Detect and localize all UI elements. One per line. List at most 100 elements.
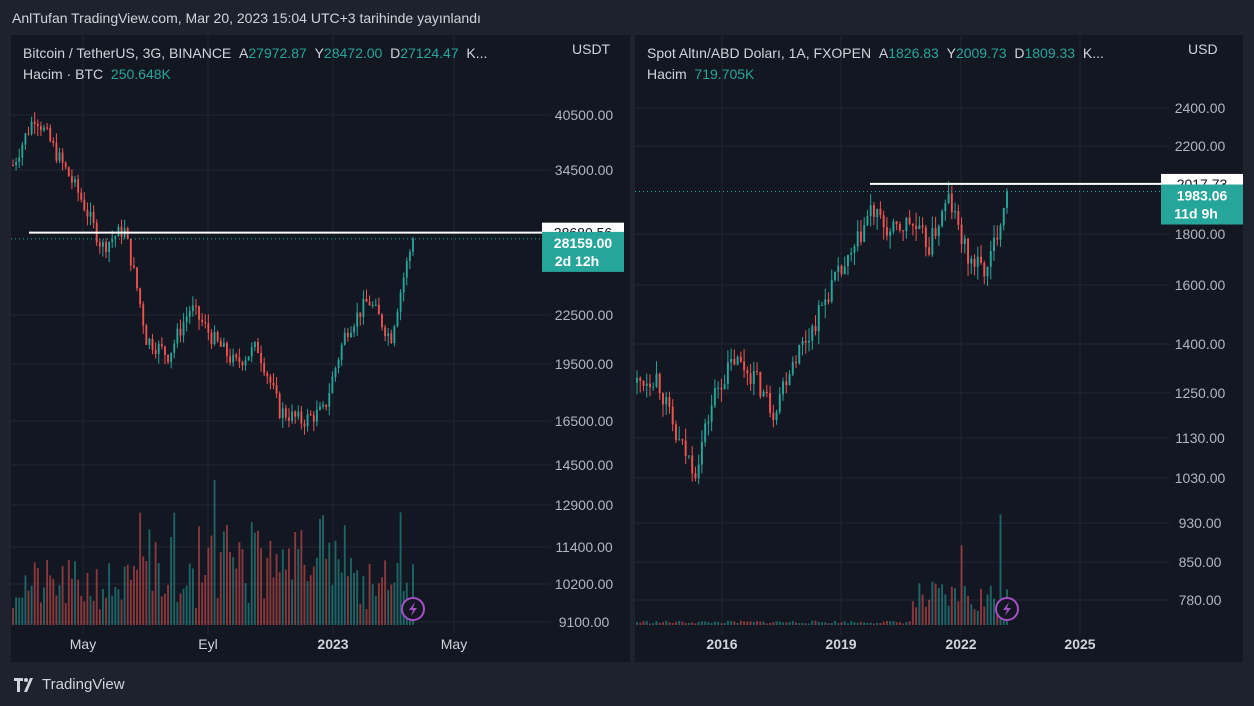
volume-bar (334, 540, 337, 625)
candle-body (717, 387, 720, 389)
volume-bar (300, 530, 303, 625)
volume-bar (195, 607, 197, 625)
y-tick-label: 850.00 (1179, 554, 1222, 570)
volume-bar (74, 561, 76, 625)
candle-body (393, 326, 396, 344)
y-tick-label: 1250.00 (1175, 385, 1226, 401)
candle-body (210, 332, 213, 345)
candle-body (843, 266, 846, 275)
footer-brand[interactable]: TradingView (14, 676, 125, 693)
volume-bar (250, 522, 253, 625)
candle-body (743, 361, 746, 371)
candle-body (759, 371, 762, 397)
gold-symbol[interactable]: Spot Altın/ABD Doları, 1A, FXOPEN (647, 45, 872, 61)
volume-bar (743, 621, 746, 625)
btc-symbol[interactable]: Bitcoin / TetherUS, 3G, BINANCE (23, 45, 232, 61)
volume-bar (315, 557, 318, 625)
volume-bar (412, 564, 414, 625)
volume-bar (973, 609, 976, 625)
candle-body (396, 311, 399, 327)
candle-body (924, 227, 927, 248)
y-tick-label: 22500.00 (555, 307, 614, 323)
volume-bar (61, 566, 64, 625)
candle-body (989, 251, 992, 267)
volume-bar (384, 560, 387, 625)
y-tick-label: 2200.00 (1175, 138, 1226, 154)
x-tick-label: 2016 (706, 636, 737, 652)
candle-body (931, 228, 934, 255)
volume-bar (762, 621, 765, 625)
volume-bar (15, 597, 18, 625)
candle-body (275, 385, 278, 394)
volume-bar (824, 622, 827, 625)
x-tick-label: 2023 (317, 636, 348, 652)
candle-body (157, 343, 160, 355)
volume-bar (960, 545, 963, 625)
candle-body (269, 376, 272, 383)
volume-bar (101, 588, 104, 625)
y-tick-label: 1800.00 (1175, 226, 1226, 242)
volume-bar (18, 597, 21, 625)
candle-body (117, 226, 120, 237)
volume-bar (808, 623, 810, 625)
candle-body (684, 440, 687, 457)
price-tag-green-label: 28159.00 (554, 235, 613, 251)
volume-bar (188, 563, 191, 625)
volume-bar (139, 512, 142, 625)
candle-body (232, 354, 235, 363)
volume-bar (655, 621, 658, 625)
candle-body (334, 368, 337, 377)
volume-bar (674, 621, 677, 625)
gold-chart-panel[interactable]: 2400.00 2200.00 1800.00 1600.00 1400.00 1250.… (635, 35, 1243, 662)
candle-body (918, 225, 921, 230)
candle-body (288, 417, 290, 421)
candle-body (353, 326, 356, 333)
volume-bar (636, 622, 638, 625)
candle-body (108, 241, 111, 252)
y-tick-label: 9100.00 (559, 614, 610, 630)
btc-chart-svg[interactable]: 40500.00 34500.00 22500.00 19500.00 16500.00… (11, 35, 630, 662)
volume-bar (931, 581, 934, 625)
candle-body (973, 258, 976, 267)
volume-bar (879, 623, 882, 625)
volume-bar (921, 594, 924, 625)
candle-body (947, 193, 950, 204)
candle-body (83, 199, 86, 211)
currency-label: USDT (572, 41, 611, 57)
candle-body (105, 242, 107, 252)
candle-body (15, 162, 18, 166)
candle-body (775, 411, 778, 421)
gold-h-value: 2009.73 (955, 45, 1007, 61)
candle-body (882, 215, 885, 228)
candle-body (996, 237, 999, 240)
candle-body (678, 439, 681, 441)
volume-bar (704, 621, 707, 625)
volume-bar (756, 621, 759, 625)
volume-bar (201, 582, 204, 625)
y-tick-label: 1600.00 (1175, 277, 1226, 293)
candle-body (266, 373, 269, 377)
candle-body (895, 221, 898, 224)
y-tick-label: 16500.00 (555, 413, 614, 429)
candle-body (830, 279, 833, 302)
candle-body (937, 226, 940, 237)
volume-bar (830, 623, 833, 625)
volume-bar (362, 575, 365, 625)
volume-bar (915, 607, 918, 625)
lightning-icon-glyph (1003, 602, 1011, 616)
candle-body (312, 415, 315, 422)
volume-bar (639, 622, 642, 625)
volume-bar (882, 621, 885, 625)
volume-bar (232, 557, 235, 625)
volume-bar (83, 601, 86, 625)
y-tick-label: 10200.00 (555, 576, 614, 592)
gold-volume-label: Hacim (647, 66, 687, 82)
candle-body (74, 179, 76, 183)
gold-chart-svg[interactable]: 2400.00 2200.00 1800.00 1600.00 1400.00 1250.… (635, 35, 1243, 662)
btc-chart-panel[interactable]: 40500.00 34500.00 22500.00 19500.00 16500.00… (11, 35, 630, 662)
volume-bar (340, 572, 343, 625)
candle-body (198, 306, 200, 320)
volume-bar (182, 588, 185, 625)
footer-brand-text: TradingView (42, 676, 125, 693)
candle-body (70, 176, 73, 183)
